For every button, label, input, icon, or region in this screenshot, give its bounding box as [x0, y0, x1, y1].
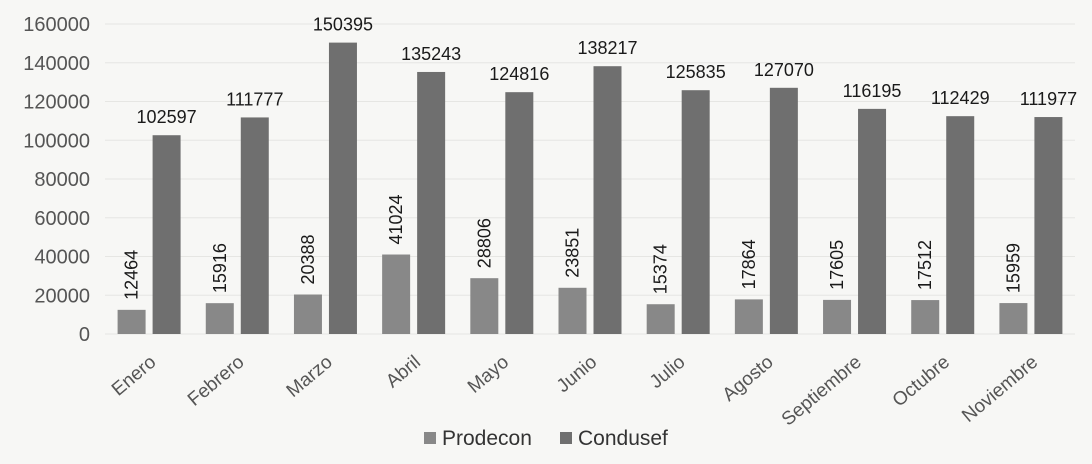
bar-prodecon: [382, 254, 411, 334]
bar-condusef: [858, 108, 887, 334]
bar-prodecon: [999, 303, 1028, 334]
data-label-condusef: 125835: [666, 62, 726, 82]
x-category-label: Noviembre: [958, 352, 1042, 427]
data-label-prodecon: 15959: [1003, 243, 1023, 293]
y-tick-label: 100000: [23, 130, 90, 152]
bar-prodecon: [205, 303, 234, 334]
legend-swatch: [424, 432, 436, 444]
bars: [117, 42, 1063, 335]
y-tick-label: 80000: [34, 169, 90, 191]
data-label-prodecon: 23851: [563, 228, 583, 278]
data-label-prodecon: 15374: [651, 244, 671, 294]
bar-condusef: [240, 117, 269, 334]
data-label-condusef: 135243: [401, 44, 461, 64]
x-category-label: Mayo: [464, 352, 513, 398]
bar-prodecon: [117, 309, 146, 334]
data-label-condusef: 112429: [931, 88, 990, 108]
x-category-label: Septiembre: [778, 352, 866, 431]
data-label-condusef: 116195: [843, 81, 902, 101]
y-axis: 0 20000 40000 60000 80000 100000 120000 140000 1…: [23, 14, 90, 346]
data-label-prodecon: 15916: [210, 243, 230, 293]
bar-condusef: [328, 42, 357, 335]
data-label-condusef: 111977: [1020, 89, 1077, 109]
y-tick-label: 160000: [23, 14, 90, 36]
y-tick-label: 0: [79, 324, 90, 346]
x-category-label: Agosto: [719, 352, 778, 406]
bar-condusef: [946, 116, 975, 334]
data-label-condusef: 127070: [754, 60, 814, 80]
x-category-label: Abril: [382, 352, 425, 393]
bar-prodecon: [293, 294, 322, 334]
legend-label: Prodecon: [442, 427, 532, 450]
data-label-prodecon: 28806: [474, 218, 494, 268]
x-category-label: Enero: [108, 352, 160, 401]
y-tick-label: 20000: [34, 285, 90, 307]
bar-condusef: [417, 71, 446, 335]
bar-prodecon: [558, 287, 587, 334]
data-label-prodecon: 17864: [739, 239, 759, 289]
data-label-prodecon: 41024: [386, 194, 406, 244]
legend: Prodecon Condusef: [424, 427, 668, 450]
bar-prodecon: [646, 304, 675, 334]
data-labels: 12464 102597 15916 111777 20388 150395 41024 13…: [122, 15, 1078, 300]
y-tick-label: 140000: [23, 53, 90, 75]
y-tick-label: 120000: [23, 92, 90, 114]
bar-condusef: [769, 87, 798, 334]
bar-prodecon: [734, 299, 763, 334]
y-tick-label: 60000: [34, 208, 90, 230]
data-label-condusef: 150395: [313, 15, 373, 35]
y-tick-label: 40000: [34, 247, 90, 269]
data-label-prodecon: 20388: [298, 234, 318, 284]
x-category-label: Junio: [553, 352, 601, 397]
data-label-condusef: 138217: [577, 38, 637, 58]
x-category-label: Octubre: [889, 352, 954, 412]
data-label-prodecon: 12464: [122, 250, 142, 300]
bar-condusef: [593, 66, 622, 334]
data-label-condusef: 111777: [226, 89, 283, 109]
legend-swatch: [560, 432, 572, 444]
bar-condusef: [505, 92, 534, 334]
x-axis: Enero Febrero Marzo Abril Mayo Junio Julio Agos…: [108, 352, 1042, 431]
bar-condusef: [681, 90, 710, 334]
x-category-label: Julio: [646, 352, 689, 393]
data-label-prodecon: 17512: [915, 240, 935, 290]
bar-condusef: [1034, 117, 1063, 335]
data-label-condusef: 124816: [489, 64, 549, 84]
bar-prodecon: [823, 299, 852, 334]
legend-label: Condusef: [578, 427, 668, 450]
bar-prodecon: [470, 278, 499, 334]
x-category-label: Marzo: [283, 352, 337, 402]
bar-condusef: [152, 135, 181, 334]
bar-prodecon: [911, 300, 940, 334]
data-label-prodecon: 17605: [827, 240, 847, 290]
data-label-condusef: 102597: [137, 107, 197, 127]
x-category-label: Febrero: [184, 352, 248, 411]
